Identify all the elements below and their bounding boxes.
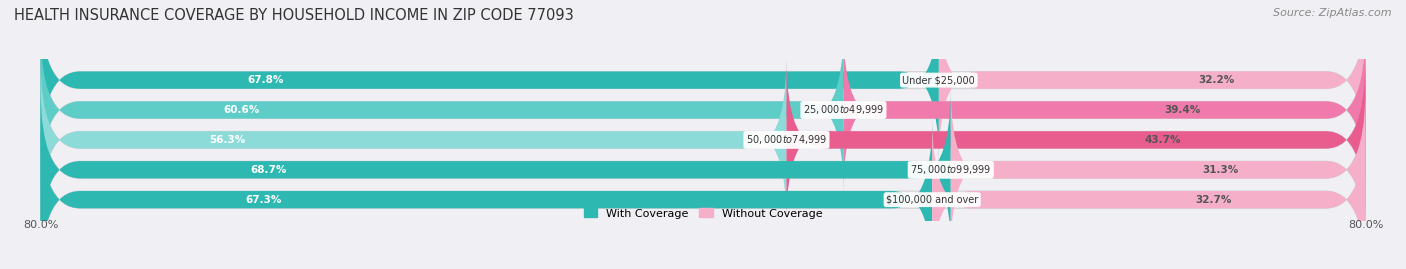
FancyBboxPatch shape <box>41 29 1365 191</box>
Text: HEALTH INSURANCE COVERAGE BY HOUSEHOLD INCOME IN ZIP CODE 77093: HEALTH INSURANCE COVERAGE BY HOUSEHOLD I… <box>14 8 574 23</box>
FancyBboxPatch shape <box>932 119 1365 269</box>
Text: 32.7%: 32.7% <box>1195 195 1232 205</box>
FancyBboxPatch shape <box>786 59 1365 221</box>
Text: Under $25,000: Under $25,000 <box>903 75 976 85</box>
FancyBboxPatch shape <box>41 29 844 191</box>
Text: 43.7%: 43.7% <box>1144 135 1181 145</box>
FancyBboxPatch shape <box>41 0 1365 161</box>
Text: 56.3%: 56.3% <box>209 135 245 145</box>
Text: 32.2%: 32.2% <box>1198 75 1234 85</box>
FancyBboxPatch shape <box>950 89 1365 251</box>
Legend: With Coverage, Without Coverage: With Coverage, Without Coverage <box>579 204 827 223</box>
Text: 60.6%: 60.6% <box>224 105 259 115</box>
Text: $100,000 and over: $100,000 and over <box>886 195 979 205</box>
FancyBboxPatch shape <box>41 59 786 221</box>
FancyBboxPatch shape <box>41 119 932 269</box>
Text: 80.0%: 80.0% <box>22 220 58 230</box>
FancyBboxPatch shape <box>844 29 1365 191</box>
FancyBboxPatch shape <box>41 89 950 251</box>
Text: 80.0%: 80.0% <box>1348 220 1384 230</box>
Text: 39.4%: 39.4% <box>1164 105 1201 115</box>
FancyBboxPatch shape <box>41 119 1365 269</box>
FancyBboxPatch shape <box>939 0 1365 161</box>
Text: $25,000 to $49,999: $25,000 to $49,999 <box>803 104 884 116</box>
FancyBboxPatch shape <box>41 89 1365 251</box>
Text: $75,000 to $99,999: $75,000 to $99,999 <box>910 163 991 176</box>
Text: 31.3%: 31.3% <box>1202 165 1239 175</box>
FancyBboxPatch shape <box>41 59 1365 221</box>
Text: 68.7%: 68.7% <box>250 165 287 175</box>
FancyBboxPatch shape <box>41 0 939 161</box>
Text: 67.8%: 67.8% <box>247 75 284 85</box>
Text: Source: ZipAtlas.com: Source: ZipAtlas.com <box>1274 8 1392 18</box>
Text: $50,000 to $74,999: $50,000 to $74,999 <box>745 133 827 146</box>
Text: 67.3%: 67.3% <box>245 195 281 205</box>
